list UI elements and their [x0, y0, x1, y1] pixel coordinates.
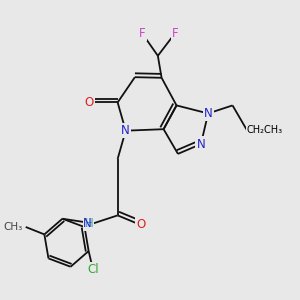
Text: N: N — [83, 217, 92, 230]
Text: H: H — [85, 217, 93, 230]
Text: CH₂CH₃: CH₂CH₃ — [247, 125, 283, 135]
Text: F: F — [172, 27, 178, 40]
Text: O: O — [136, 218, 145, 231]
Text: N: N — [121, 124, 130, 137]
Text: O: O — [84, 96, 94, 109]
Text: Cl: Cl — [87, 263, 99, 276]
Text: N: N — [196, 138, 205, 151]
Text: F: F — [139, 27, 145, 40]
Text: N: N — [204, 107, 212, 120]
Text: CH₃: CH₃ — [4, 222, 23, 232]
